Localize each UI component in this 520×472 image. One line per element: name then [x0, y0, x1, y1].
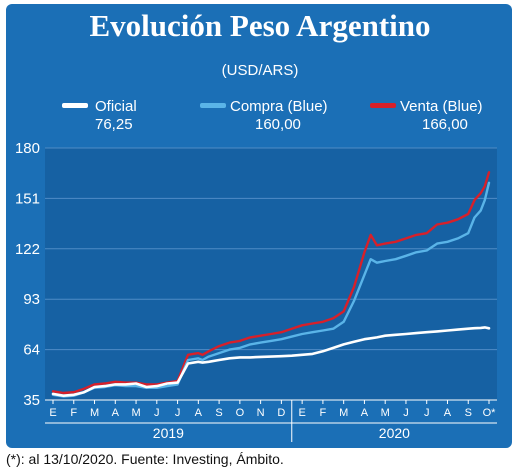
month-tick-label: D	[277, 407, 285, 419]
month-tick-label: J	[175, 407, 181, 419]
legend-swatch-oficial	[62, 103, 88, 108]
month-tick-label: F	[320, 407, 327, 419]
month-tick-label: A	[361, 407, 369, 419]
month-tick-label: S	[465, 407, 472, 419]
month-tick-label: M	[131, 407, 140, 419]
y-tick-label: 93	[23, 291, 40, 308]
month-tick-label: A	[112, 407, 120, 419]
legend-value-compra: 160,00	[255, 116, 301, 133]
month-tick-label: N	[257, 407, 265, 419]
month-tick-label: O	[236, 407, 245, 419]
legend-value-oficial: 76,25	[95, 116, 133, 133]
month-tick-label: M	[339, 407, 348, 419]
month-tick-label: A	[444, 407, 452, 419]
month-tick-label: M	[381, 407, 390, 419]
y-tick-label: 35	[23, 392, 40, 409]
legend-label-compra: Compra (Blue)	[230, 98, 328, 115]
month-tick-label: J	[403, 407, 409, 419]
legend-value-venta: 166,00	[422, 116, 468, 133]
unit-label: (USD/ARS)	[221, 62, 299, 79]
y-tick-label: 64	[23, 342, 40, 359]
series-line-oficial	[51, 326, 491, 398]
month-tick-label: M	[90, 407, 99, 419]
month-tick-label: O*	[483, 407, 497, 419]
year-label-2019: 2019	[153, 425, 184, 441]
legend-label-venta: Venta (Blue)	[400, 98, 483, 115]
month-tick-label: J	[424, 407, 430, 419]
legend-swatch-compra	[200, 103, 226, 108]
legend-label-oficial: Oficial	[95, 98, 137, 115]
year-label-2020: 2020	[379, 425, 410, 441]
plot-area	[45, 148, 497, 400]
month-tick-label: J	[154, 407, 160, 419]
month-tick-label: S	[215, 407, 222, 419]
series-line-compra-blue	[51, 181, 491, 398]
month-tick-label: F	[70, 407, 77, 419]
footnote: (*): al 13/10/2020. Fuente: Investing, Á…	[6, 451, 284, 467]
month-tick-label: A	[195, 407, 203, 419]
month-tick-label: E	[298, 407, 305, 419]
y-tick-label: 122	[15, 241, 40, 258]
chart-title: Evolución Peso Argentino	[89, 8, 431, 43]
legend-swatch-venta	[370, 103, 396, 108]
y-tick-label: 180	[15, 140, 40, 157]
month-tick-label: E	[49, 407, 56, 419]
y-tick-label: 151	[15, 190, 40, 207]
